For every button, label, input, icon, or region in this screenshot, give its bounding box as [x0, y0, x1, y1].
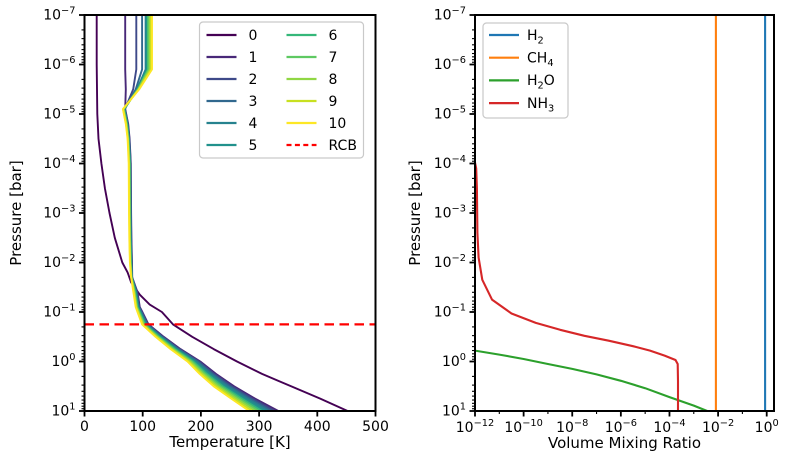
y-tick-label: 10−4	[43, 154, 75, 172]
legend-entry-8: 8	[286, 72, 338, 88]
y-tick-label: 10−4	[434, 154, 466, 172]
legend-label: H2O	[527, 73, 555, 92]
x-axis-label: Volume Mixing Ratio	[548, 434, 701, 452]
x-axis-ticks: 10−12 10−10 10−8 10−6 10−4 10−2 100	[456, 411, 779, 436]
legend-entry-1: 1	[206, 50, 258, 66]
legend-entry-h2o: H2O	[489, 73, 555, 92]
y-tick-label: 10−5	[434, 105, 466, 123]
x-tick-label: 10−4	[653, 418, 685, 436]
y-tick-label: 10−2	[43, 253, 75, 271]
y-tick-label: 10−1	[434, 303, 466, 321]
x-tick-label: 100	[129, 419, 156, 435]
x-tick-label: 10−8	[556, 418, 588, 436]
legend-entry-4: 4	[206, 116, 258, 132]
plot-spines	[474, 14, 775, 412]
x-tick-label: 100	[755, 418, 779, 436]
legend-label: 7	[329, 50, 338, 66]
legend-entry-9: 9	[286, 94, 338, 110]
legend-label: 9	[329, 94, 338, 110]
legend-entry-3: 3	[206, 94, 258, 110]
x-tick-label: 400	[304, 419, 331, 435]
x-tick-label: 10−10	[504, 418, 543, 436]
legend-entry-rcb: RCB	[286, 138, 357, 154]
legend-label: 5	[249, 138, 258, 154]
curve-nh3	[473, 162, 680, 411]
legend: 0 1 2 3 4 5 6 7 8 9 10 RCB	[198, 21, 365, 159]
y-tick-label: 10−1	[43, 303, 75, 321]
x-tick-label: 10−6	[605, 418, 637, 436]
y-tick-label: 10−3	[434, 204, 466, 222]
legend-entry-7: 7	[286, 50, 338, 66]
curve-10	[121, 15, 250, 412]
y-tick-label: 100	[51, 352, 75, 370]
y-axis-label: Pressure [bar]	[7, 160, 25, 265]
legend: H2 CH4 H2O NH3	[482, 22, 569, 119]
legend-entry-ch4: CH4	[489, 51, 554, 70]
x-tick-label: 500	[362, 419, 389, 435]
y-axis-ticks: 10−7 10−6 10−5 10−4 10−3 10−2 10−1 100 101	[434, 6, 475, 420]
legend-label: NH3	[527, 96, 554, 115]
x-axis-label: Temperature [K]	[168, 433, 290, 451]
legend-entry-nh3: NH3	[489, 96, 554, 115]
legend-entry-5: 5	[206, 138, 258, 154]
legend-label: 3	[249, 94, 258, 110]
legend-label: 1	[249, 50, 258, 66]
legend-label: 2	[249, 72, 258, 88]
legend-label: 10	[329, 116, 347, 132]
x-tick-label: 200	[188, 419, 215, 435]
x-tick-label: 0	[80, 419, 89, 435]
y-tick-label: 100	[442, 352, 466, 370]
series-curves	[84, 15, 376, 412]
legend-label: RCB	[329, 138, 357, 154]
x-tick-label: 10−12	[456, 418, 495, 436]
legend-entry-10: 10	[286, 116, 347, 132]
y-tick-label: 10−6	[43, 55, 75, 73]
legend-label: 4	[249, 116, 258, 132]
legend-entry-6: 6	[286, 28, 338, 44]
y-tick-label: 10−5	[43, 105, 75, 123]
y-tick-label: 10−3	[43, 204, 75, 222]
legend-entry-2: 2	[206, 72, 258, 88]
y-tick-label: 101	[442, 402, 466, 420]
legend-frame	[198, 21, 365, 159]
x-tick-label: 10−2	[702, 418, 734, 436]
y-tick-label: 10−7	[43, 6, 75, 24]
legend-label: 0	[249, 28, 258, 44]
y-tick-label: 10−7	[434, 6, 466, 24]
y-tick-label: 101	[51, 402, 75, 420]
legend-entry-h2: H2	[489, 28, 544, 47]
legend-label: 6	[329, 28, 338, 44]
x-tick-label: 300	[246, 419, 273, 435]
y-axis-label: Pressure [bar]	[406, 160, 424, 265]
legend-frame	[482, 22, 569, 119]
legend-label: CH4	[527, 51, 554, 70]
legend-label: H2	[527, 28, 544, 47]
y-tick-label: 10−6	[434, 55, 466, 73]
y-tick-label: 10−2	[434, 253, 466, 271]
legend-entry-0: 0	[206, 28, 258, 44]
plot-spines	[83, 14, 377, 412]
x-axis-ticks: 0 100 200 300 400 500	[80, 411, 389, 435]
legend-label: 8	[329, 72, 338, 88]
series-curves	[473, 15, 767, 412]
y-axis-ticks: 10−7 10−6 10−5 10−4 10−3 10−2 10−1 100 101	[43, 6, 85, 420]
